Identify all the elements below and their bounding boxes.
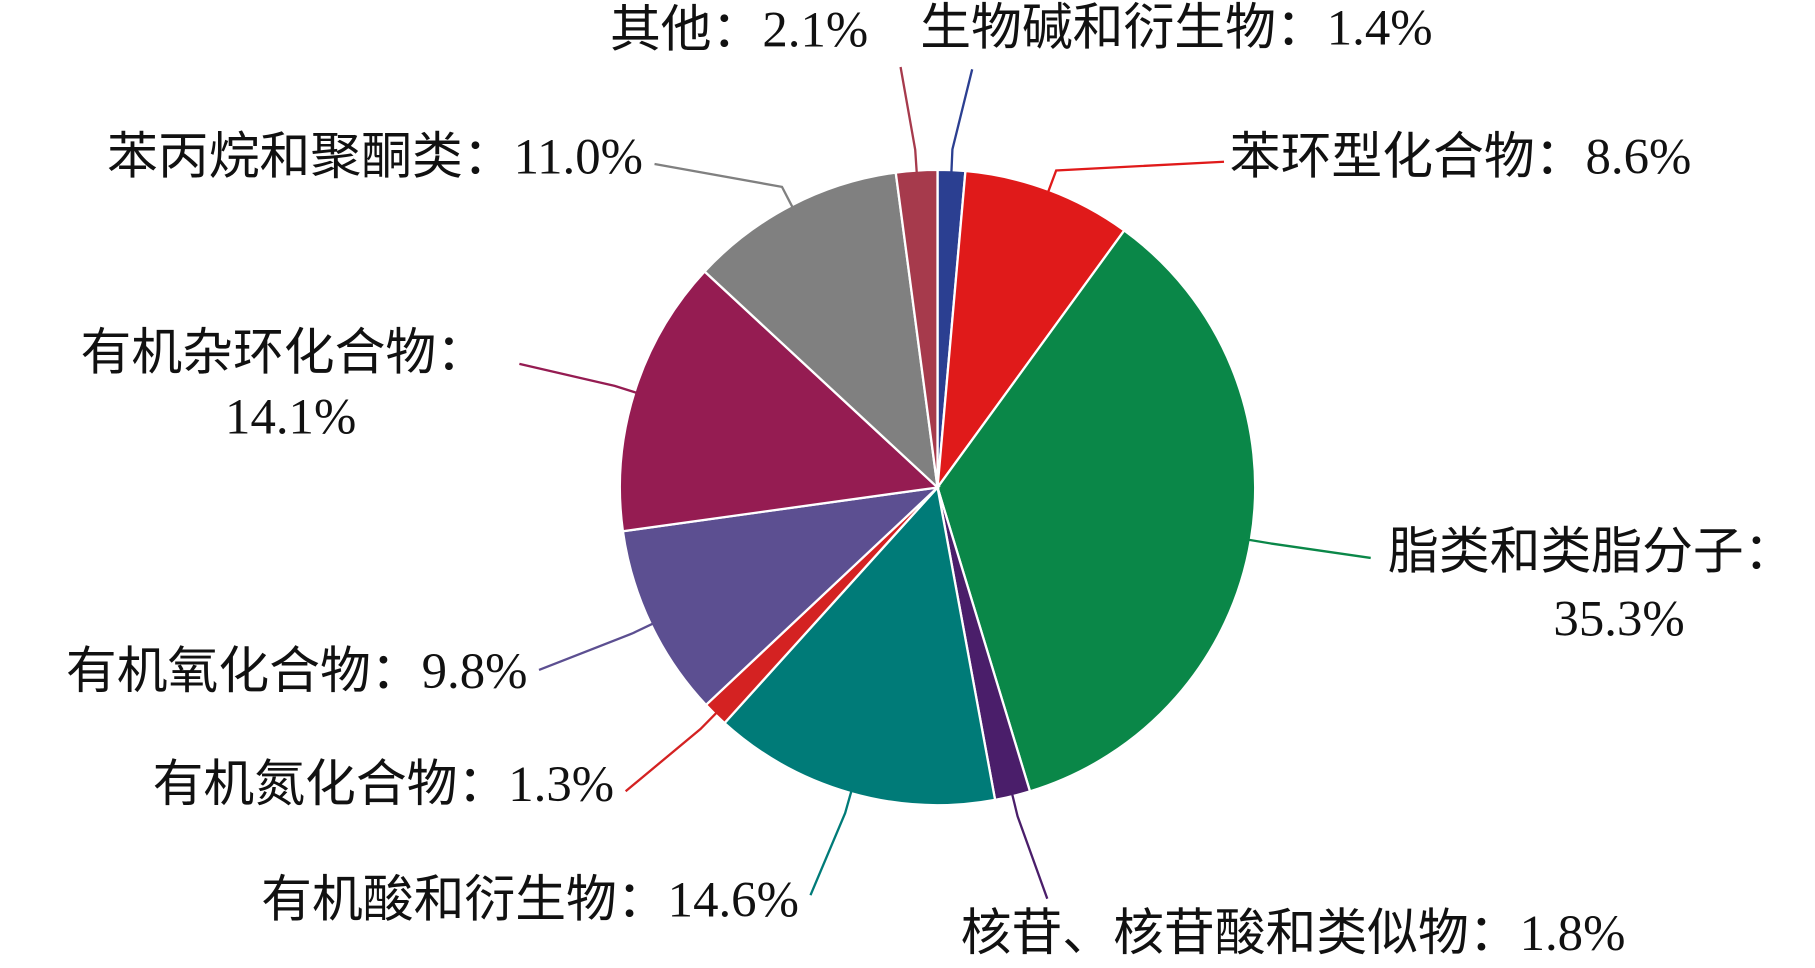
leader-line: [624, 710, 720, 793]
value-label: 1.3%: [508, 756, 614, 812]
slice-label: 苯环型化合物：8.6%: [1230, 128, 1692, 184]
value-label: 2.1%: [762, 1, 868, 57]
value-label: 1.4%: [1327, 0, 1433, 55]
leader-line: [950, 69, 974, 175]
value-label: 8.6%: [1585, 128, 1691, 184]
category-label: 有机杂环化合物：: [81, 325, 488, 381]
leader-line: [654, 162, 795, 210]
category-label: 苯丙烷和聚酮类：: [107, 128, 514, 184]
category-label: 有机氮化合物：: [153, 756, 509, 812]
category-label: 有机氧化合物：: [66, 642, 422, 698]
category-label: 脂类和类脂分子：: [1388, 523, 1795, 579]
leader-line: [1010, 791, 1049, 900]
leader-line: [519, 362, 640, 395]
value-label: 11.0%: [514, 128, 643, 184]
category-label: 其他：: [610, 1, 762, 57]
category-label: 生物碱和衍生物：: [920, 0, 1327, 55]
slice-label: 核苷、核苷酸和类似物：1.8%: [961, 905, 1626, 961]
leader-line: [809, 788, 854, 896]
slice-label: 有机酸和衍生物：14.6%: [261, 871, 799, 927]
slice-label: 苯丙烷和聚酮类：11.0%: [107, 128, 643, 184]
leader-line: [1246, 538, 1371, 560]
value-label: 14.6%: [668, 871, 799, 927]
value-label: 1.8%: [1520, 905, 1626, 961]
value-label: 35.3%: [1553, 590, 1684, 646]
value-label: 14.1%: [225, 388, 356, 444]
category-label: 苯环型化合物：: [1230, 128, 1586, 184]
leader-line: [538, 621, 656, 672]
leader-line: [1046, 160, 1225, 195]
slice-label: 有机氧化合物：9.8%: [66, 642, 528, 698]
slice-label: 其他：2.1%: [610, 1, 868, 57]
leader-line: [899, 66, 919, 176]
slice-label: 有机氮化合物：1.3%: [153, 756, 615, 812]
category-label: 有机酸和衍生物：: [261, 871, 668, 927]
value-label: 9.8%: [422, 642, 528, 698]
category-label: 核苷、核苷酸和类似物：: [961, 905, 1520, 961]
slice-label: 生物碱和衍生物：1.4%: [920, 0, 1432, 55]
